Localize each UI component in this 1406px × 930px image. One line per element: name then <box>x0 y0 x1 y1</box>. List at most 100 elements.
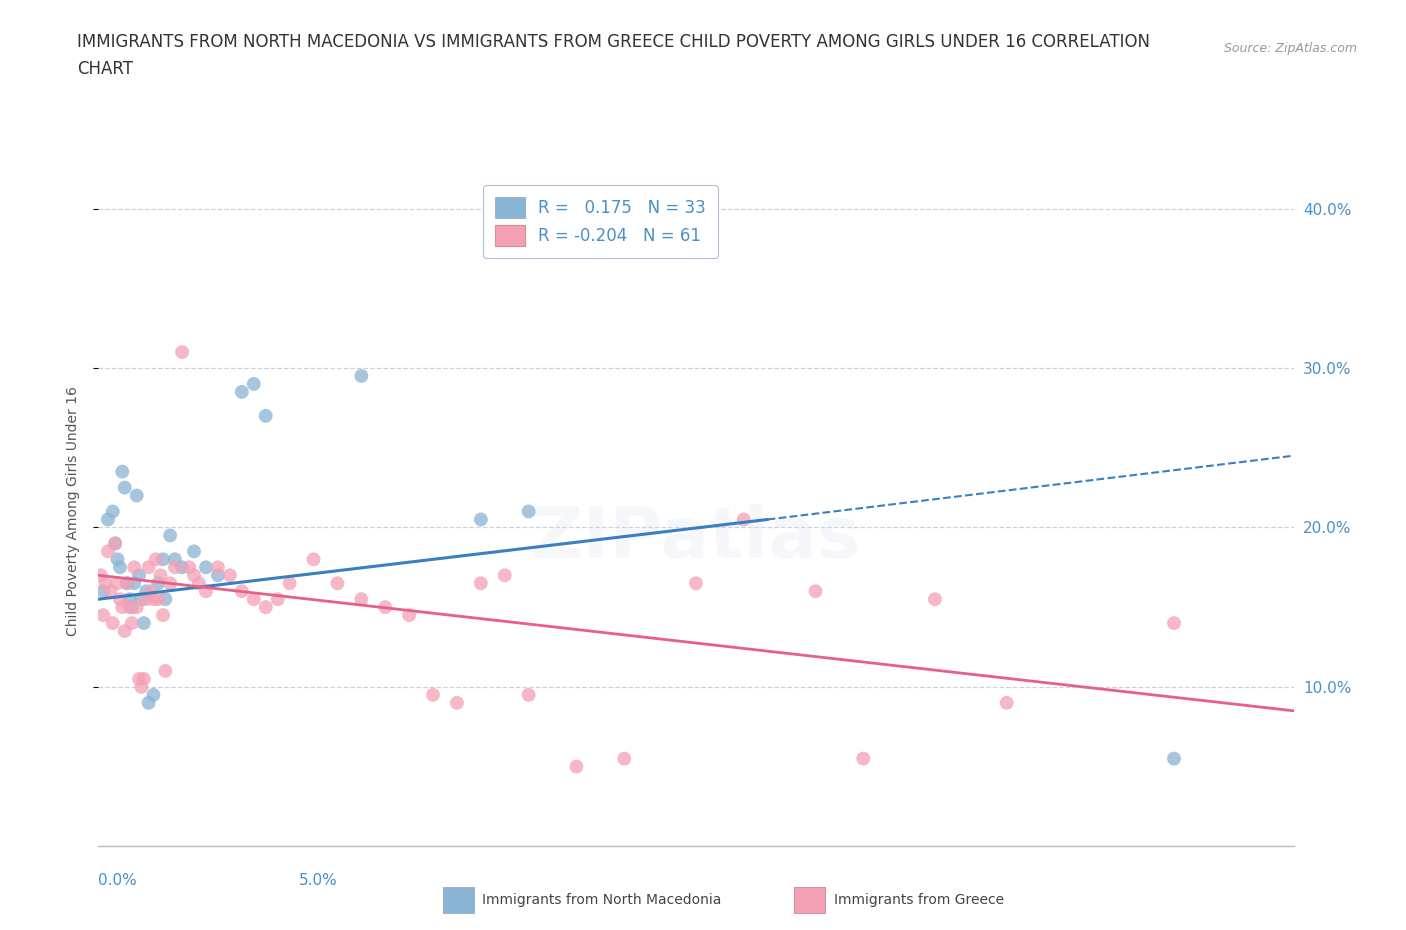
Point <box>124 576 146 591</box>
Point <box>115 576 138 591</box>
Point <box>685 576 707 591</box>
Point <box>172 560 194 575</box>
Text: 5.0%: 5.0% <box>298 873 337 888</box>
Point <box>101 504 124 519</box>
Point <box>125 600 148 615</box>
Point <box>90 568 112 583</box>
Point <box>152 607 174 622</box>
Point <box>254 600 277 615</box>
Point <box>155 663 177 678</box>
Point <box>924 591 946 606</box>
Point <box>565 759 588 774</box>
Text: 0.0%: 0.0% <box>98 873 138 888</box>
Point <box>149 568 172 583</box>
Point <box>267 591 290 606</box>
Point <box>613 751 636 766</box>
Point <box>97 544 120 559</box>
Point <box>131 680 153 695</box>
Point <box>398 607 420 622</box>
Point <box>124 560 146 575</box>
Point <box>163 560 186 575</box>
Point <box>121 616 143 631</box>
Point <box>135 591 157 606</box>
Point <box>231 384 253 399</box>
Point <box>1163 616 1185 631</box>
Point <box>121 600 143 615</box>
Point <box>94 576 117 591</box>
Point <box>219 568 242 583</box>
Text: Immigrants from North Macedonia: Immigrants from North Macedonia <box>482 893 721 908</box>
Point <box>517 504 540 519</box>
Point <box>183 568 205 583</box>
Point <box>517 687 540 702</box>
Text: Source: ZipAtlas.com: Source: ZipAtlas.com <box>1223 42 1357 55</box>
Point <box>350 591 373 606</box>
Point <box>374 600 396 615</box>
Text: CHART: CHART <box>77 60 134 78</box>
Point <box>172 345 194 360</box>
Point <box>139 584 162 599</box>
Point <box>138 696 160 711</box>
Point <box>132 671 155 686</box>
Point <box>111 600 134 615</box>
Point <box>804 584 827 599</box>
Point <box>183 544 205 559</box>
Point <box>135 584 157 599</box>
Point <box>302 551 325 566</box>
Point <box>111 464 134 479</box>
Point <box>142 687 165 702</box>
Point <box>326 576 349 591</box>
Point <box>100 584 122 599</box>
Point <box>115 576 138 591</box>
Point <box>148 591 170 606</box>
Point <box>350 368 373 383</box>
Point <box>118 600 141 615</box>
Point <box>107 576 129 591</box>
Point <box>1163 751 1185 766</box>
Point <box>142 591 165 606</box>
Point <box>128 671 150 686</box>
Point <box>231 584 253 599</box>
Point <box>243 591 266 606</box>
Point <box>159 576 181 591</box>
Point <box>995 696 1018 711</box>
Point <box>114 480 136 495</box>
Point <box>138 560 160 575</box>
Point <box>108 560 131 575</box>
Point <box>118 591 141 606</box>
Point <box>104 536 127 551</box>
Point <box>207 568 229 583</box>
Point <box>254 408 277 423</box>
Point <box>145 551 167 566</box>
Point <box>97 512 120 527</box>
Y-axis label: Child Poverty Among Girls Under 16: Child Poverty Among Girls Under 16 <box>66 387 80 636</box>
Point <box>152 551 174 566</box>
Text: IMMIGRANTS FROM NORTH MACEDONIA VS IMMIGRANTS FROM GREECE CHILD POVERTY AMONG GI: IMMIGRANTS FROM NORTH MACEDONIA VS IMMIG… <box>77 33 1150 50</box>
Point <box>91 584 114 599</box>
Point <box>125 488 148 503</box>
Legend: R =   0.175   N = 33, R = -0.204   N = 61: R = 0.175 N = 33, R = -0.204 N = 61 <box>484 185 717 258</box>
Point <box>187 576 209 591</box>
Point <box>470 512 492 527</box>
Point <box>91 607 114 622</box>
Point <box>163 551 186 566</box>
Point <box>131 591 153 606</box>
Point <box>207 560 229 575</box>
Text: Immigrants from Greece: Immigrants from Greece <box>834 893 1004 908</box>
Point <box>132 616 155 631</box>
Point <box>179 560 201 575</box>
Point <box>148 576 170 591</box>
Point <box>243 377 266 392</box>
Point <box>278 576 301 591</box>
Point <box>470 576 492 591</box>
Point <box>446 696 468 711</box>
Point <box>733 512 755 527</box>
Point <box>108 591 131 606</box>
Point <box>107 551 129 566</box>
Point <box>195 584 218 599</box>
Point <box>494 568 516 583</box>
Point <box>422 687 444 702</box>
Point <box>104 536 127 551</box>
Point <box>852 751 875 766</box>
Text: ZIPatlas: ZIPatlas <box>531 504 860 573</box>
